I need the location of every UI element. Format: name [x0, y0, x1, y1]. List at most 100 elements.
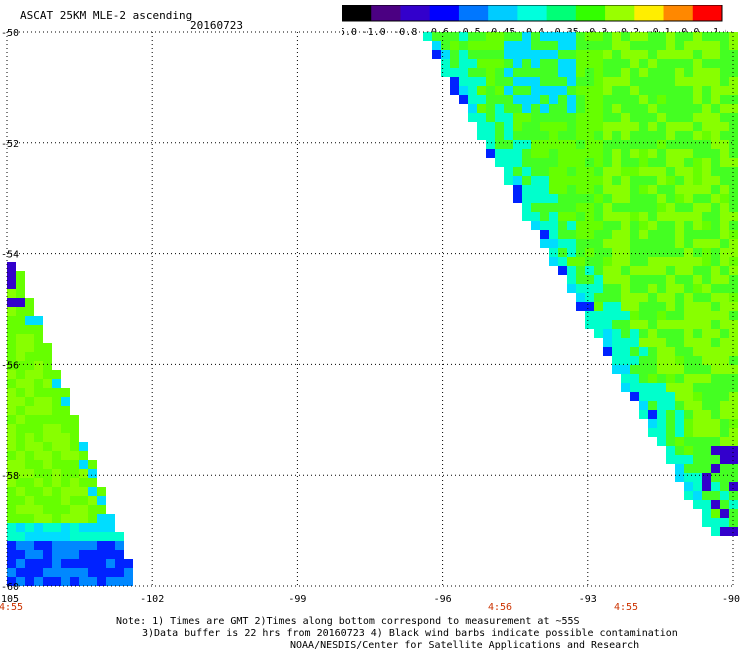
swath-cell-right [621, 320, 630, 329]
swath-cell-right [675, 185, 684, 194]
swath-cell-right [711, 428, 720, 437]
swath-cell-right [603, 212, 612, 221]
swath-cell-right [603, 32, 612, 41]
swath-cell-right [720, 185, 729, 194]
swath-cell-right [684, 32, 693, 41]
longitude-label: -102 [140, 594, 164, 605]
swath-cell-right [693, 275, 702, 284]
swath-cell-right [729, 59, 738, 68]
swath-cell-right [603, 284, 612, 293]
swath-cell-right [576, 32, 585, 41]
swath-cell-left [97, 496, 106, 505]
swath-cell-right [657, 41, 666, 50]
swath-cell-right [720, 446, 729, 455]
swath-cell-left [88, 523, 97, 532]
time-label: 4:55 [614, 602, 638, 612]
swath-cell-right [675, 419, 684, 428]
swath-cell-left [79, 442, 88, 451]
swath-cell-right [684, 338, 693, 347]
swath-cell-right [468, 77, 477, 86]
swath-cell-left [43, 505, 52, 514]
swath-cell-right [720, 527, 729, 536]
swath-cell-left [43, 433, 52, 442]
swath-cell-right [693, 95, 702, 104]
swath-cell-right [558, 257, 567, 266]
swath-cell-right [693, 392, 702, 401]
swath-cell-right [585, 302, 594, 311]
swath-cell-right [639, 221, 648, 230]
swath-cell-right [630, 311, 639, 320]
swath-cell-left [25, 442, 34, 451]
swath-cell-right [675, 221, 684, 230]
swath-cell-left [61, 424, 70, 433]
swath-cell-right [531, 59, 540, 68]
swath-cell-right [684, 491, 693, 500]
swath-cell-right [612, 104, 621, 113]
swath-cell-left [7, 478, 16, 487]
swath-cell-right [720, 293, 729, 302]
swath-cell-right [567, 185, 576, 194]
swath-cell-left [16, 397, 25, 406]
swath-cell-left [7, 451, 16, 460]
swath-cell-left [7, 289, 16, 298]
swath-cell-left [25, 550, 34, 559]
swath-cell-left [97, 577, 106, 586]
swath-cell-left [43, 577, 52, 586]
swath-cell-right [675, 437, 684, 446]
swath-cell-right [495, 95, 504, 104]
swath-cell-left [79, 577, 88, 586]
swath-cell-left [16, 460, 25, 469]
swath-cell-right [558, 140, 567, 149]
swath-cell-right [702, 419, 711, 428]
swath-cell-left [70, 424, 79, 433]
swath-cell-right [666, 338, 675, 347]
swath-cell-right [711, 284, 720, 293]
swath-cell-right [720, 50, 729, 59]
swath-cell-right [468, 104, 477, 113]
swath-cell-left [88, 541, 97, 550]
time-label: 4:55 [0, 602, 23, 612]
swath-cell-right [540, 149, 549, 158]
swath-cell-right [612, 248, 621, 257]
swath-cell-right [522, 104, 531, 113]
swath-cell-right [540, 140, 549, 149]
swath-cell-right [666, 86, 675, 95]
swath-cell-right [666, 248, 675, 257]
swath-cell-right [594, 311, 603, 320]
swath-cell-left [70, 469, 79, 478]
swath-cell-left [7, 334, 16, 343]
swath-cell-right [630, 347, 639, 356]
swath-cell-left [61, 442, 70, 451]
swath-cell-right [684, 86, 693, 95]
swath-cell-left [25, 496, 34, 505]
swath-cell-right [657, 293, 666, 302]
swath-cell-left [7, 379, 16, 388]
swath-cell-right [684, 356, 693, 365]
swath-cell-left [43, 370, 52, 379]
latitude-label: -54 [1, 250, 19, 261]
colorbar-segment [342, 5, 372, 21]
swath-cell-right [666, 149, 675, 158]
swath-cell-right [729, 293, 738, 302]
swath-cell-right [576, 212, 585, 221]
swath-cell-right [711, 113, 720, 122]
swath-cell-right [729, 266, 738, 275]
swath-cell-right [549, 131, 558, 140]
swath-cell-right [603, 104, 612, 113]
swath-cell-left [61, 460, 70, 469]
swath-cell-right [702, 32, 711, 41]
swath-cell-right [630, 257, 639, 266]
swath-cell-right [612, 149, 621, 158]
swath-cell-right [720, 392, 729, 401]
swath-cell-right [576, 95, 585, 104]
swath-cell-right [711, 50, 720, 59]
swath-cell-left [16, 496, 25, 505]
swath-cell-right [603, 239, 612, 248]
swath-cell-right [720, 320, 729, 329]
swath-cell-right [585, 311, 594, 320]
swath-cell-left [115, 532, 124, 541]
swath-cell-right [684, 140, 693, 149]
swath-cell-left [7, 361, 16, 370]
swath-cell-right [720, 428, 729, 437]
swath-cell-right [702, 257, 711, 266]
